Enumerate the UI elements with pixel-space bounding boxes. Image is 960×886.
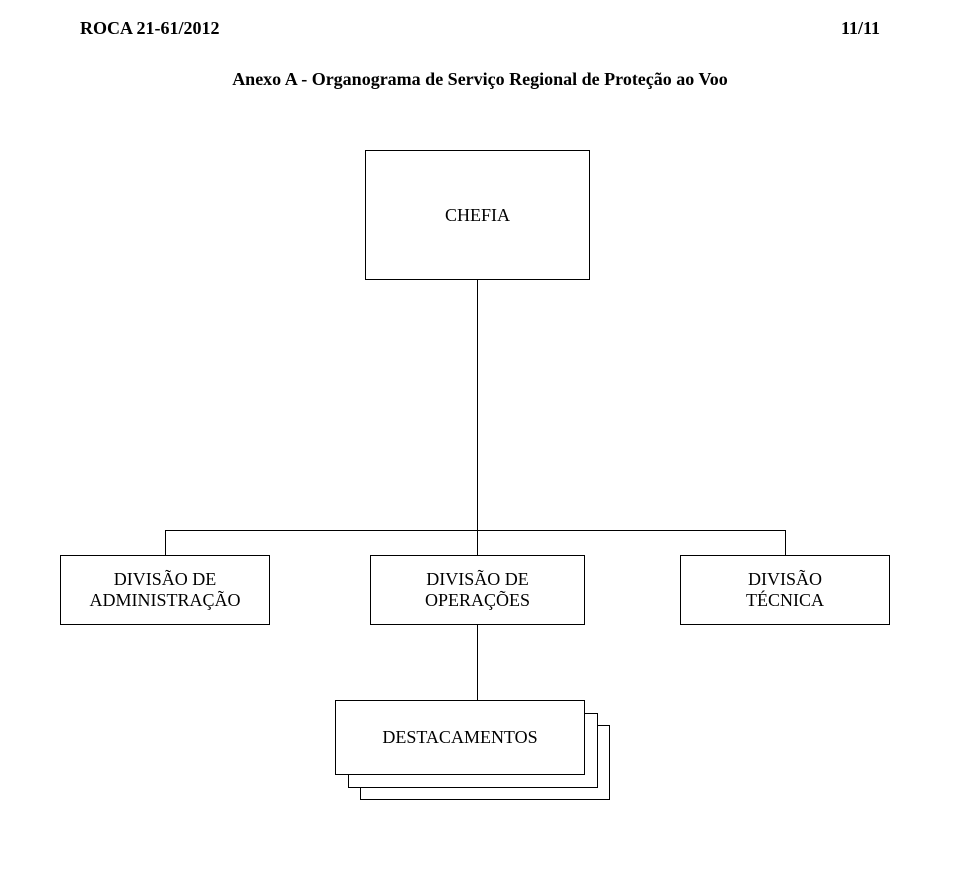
connector-line <box>477 530 478 555</box>
connector-line <box>477 625 478 700</box>
connector-line <box>785 530 786 555</box>
node-admin: DIVISÃO DE ADMINISTRAÇÃO <box>60 555 270 625</box>
page-number: 11/11 <box>841 18 880 39</box>
node-chefia: CHEFIA <box>365 150 590 280</box>
node-tecnica: DIVISÃO TÉCNICA <box>680 555 890 625</box>
connector-line <box>477 280 478 530</box>
connector-line <box>165 530 166 555</box>
node-oper: DIVISÃO DE OPERAÇÕES <box>370 555 585 625</box>
node-destac: DESTACAMENTOS <box>335 700 585 775</box>
connector-line <box>165 530 785 531</box>
doc-code: ROCA 21-61/2012 <box>80 18 220 39</box>
page-subtitle: Anexo A - Organograma de Serviço Regiona… <box>0 69 960 90</box>
org-chart: CHEFIA DIVISÃO DE ADMINISTRAÇÃO DIVISÃO DE… <box>0 110 960 830</box>
